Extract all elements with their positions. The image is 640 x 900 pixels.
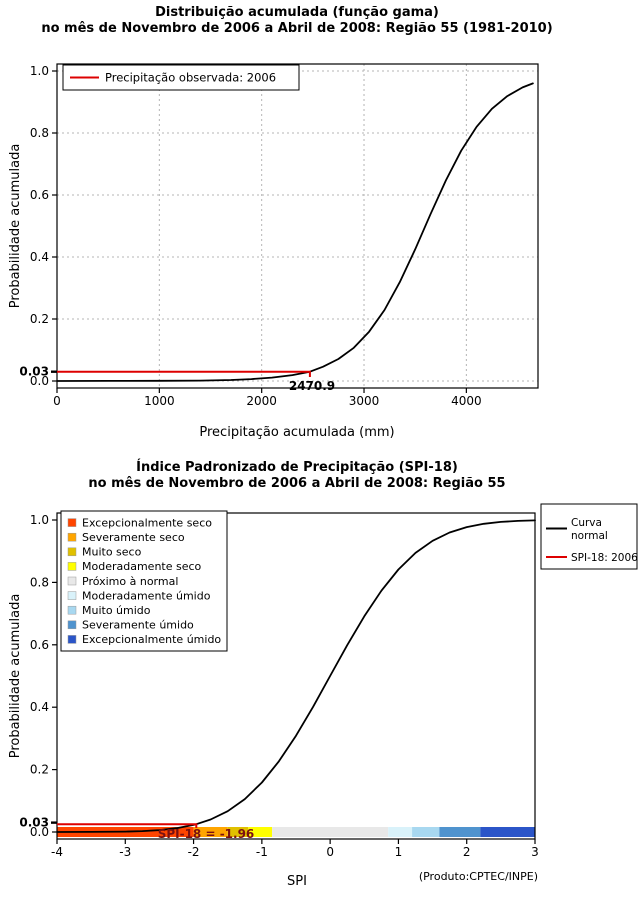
y-tick-label: 0.6 (30, 638, 49, 652)
spi-category-segment (388, 827, 413, 837)
gamma-cdf-plot-svg: 0 1000 2000 3000 4000 0.0 0.2 0.4 0.6 0.8 1.0 0.03 2… (19, 63, 539, 408)
curve-legend-label: normal (571, 530, 608, 542)
spi-category-swatch (67, 591, 77, 600)
x-tick-label: 1 (395, 845, 403, 859)
gamma-chart-subtitle: no mês de Novembro de 2006 a Abril de 20… (41, 21, 553, 36)
spi-category-swatch (67, 605, 77, 615)
spi-category-swatch (67, 620, 77, 630)
legend-box (62, 64, 300, 91)
spi-category-label: Muito úmido (82, 604, 151, 617)
y-tick-label: 0.0 (30, 825, 49, 839)
spi-chart-title: Índice Padronizado de Precipitação (SPI-… (136, 460, 458, 475)
observed-value-label: 2470.9 (289, 379, 335, 393)
x-tick-label: 4000 (451, 394, 482, 408)
spi-category-label: Excepcionalmente úmido (82, 633, 221, 646)
spi-category-swatch (67, 547, 77, 557)
spi-category-swatch (67, 635, 77, 644)
curve-legend-label: Curva (571, 517, 602, 529)
curve-legend-box (540, 503, 638, 570)
spi-category-legend-box (60, 510, 228, 652)
y-tick-label: 0.4 (30, 250, 49, 264)
x-tick-label: 0 (326, 845, 334, 859)
y-tick-label: 0.4 (30, 700, 49, 714)
x-tick-label: 3000 (349, 394, 380, 408)
spi-category-label: Excepcionalmente seco (82, 516, 212, 529)
gamma-y-axis-label: Probabilidade acumulada (8, 143, 23, 309)
spi-category-segment (439, 827, 481, 837)
curve-legend-label: SPI-18: 2006 (571, 552, 638, 564)
x-tick-label: 2000 (246, 394, 277, 408)
spi-category-label: Moderadamente úmido (82, 589, 211, 602)
spi-category-label: Severamente seco (82, 531, 185, 544)
spi-category-segment (227, 827, 249, 837)
x-tick-label: 1000 (144, 394, 175, 408)
spi-category-swatch (67, 532, 77, 542)
chart-spi: Índice Padronizado de Precipitação (SPI-… (0, 455, 640, 900)
spi-category-swatch (67, 562, 77, 571)
producer-credit: (Produto:CPTEC/INPE) (418, 870, 538, 883)
spi-category-label: Moderadamente seco (82, 560, 202, 573)
spi-x-axis-label: SPI (287, 874, 307, 889)
x-tick-label: -2 (188, 845, 200, 859)
spi-category-label: Próximo à normal (82, 575, 178, 588)
x-tick-label: -1 (256, 845, 268, 859)
x-tick-label: 3 (531, 845, 539, 859)
y-tick-label: 0.8 (30, 575, 49, 589)
y-tick-label: 0.2 (30, 312, 49, 326)
observed-value-line (57, 370, 311, 377)
spi-category-segment (272, 827, 389, 837)
observed-value-line (57, 823, 198, 828)
x-tick-label: -4 (51, 845, 63, 859)
y-tick-label: 0.6 (30, 188, 49, 202)
spi-category-segment (248, 827, 273, 837)
y-tick-label: 0.8 (30, 126, 49, 140)
y-tick-label: 0.0 (30, 374, 49, 388)
plot-frame (56, 63, 539, 389)
y-tick-label: 1.0 (30, 64, 49, 78)
plot-frame (56, 512, 536, 840)
special-probability-tick-label: 0.03 (19, 365, 49, 379)
chart-gamma-cdf: Distribuição acumulada (função gama) no … (8, 5, 553, 440)
gamma-x-axis-label: Precipitação acumulada (mm) (199, 425, 395, 440)
cdf-curve (56, 82, 534, 382)
spi-category-segment (412, 827, 440, 837)
x-tick-label: 2 (463, 845, 471, 859)
y-tick-label: 1.0 (30, 513, 49, 527)
observed-value-label: SPI-18 = -1.96 (158, 827, 255, 841)
y-tick-label: 0.2 (30, 763, 49, 777)
spi-plot-svg: -4 -3 -2 -1 0 1 2 3 0.0 0.2 0.4 0.6 0.8 1.0 0.03 SPI-18… (19, 503, 638, 859)
cdf-curve (56, 519, 536, 833)
spi-category-label: Severamente úmido (82, 619, 194, 632)
x-tick-label: -3 (119, 845, 131, 859)
spi-category-segment (193, 827, 228, 837)
spi-category-label: Muito seco (82, 546, 142, 559)
x-tick-label: 0 (53, 394, 61, 408)
gamma-chart-title: Distribuição acumulada (função gama) (155, 5, 439, 20)
spi-category-swatch (67, 576, 77, 586)
spi-category-swatch (67, 518, 77, 527)
spi-category-segment (480, 827, 535, 837)
spi-chart-subtitle: no mês de Novembro de 2006 a Abril de 20… (88, 476, 506, 491)
legend-label: Precipitação observada: 2006 (105, 71, 276, 85)
spi-y-axis-label: Probabilidade acumulada (8, 593, 23, 759)
special-probability-tick-label: 0.03 (19, 816, 49, 830)
